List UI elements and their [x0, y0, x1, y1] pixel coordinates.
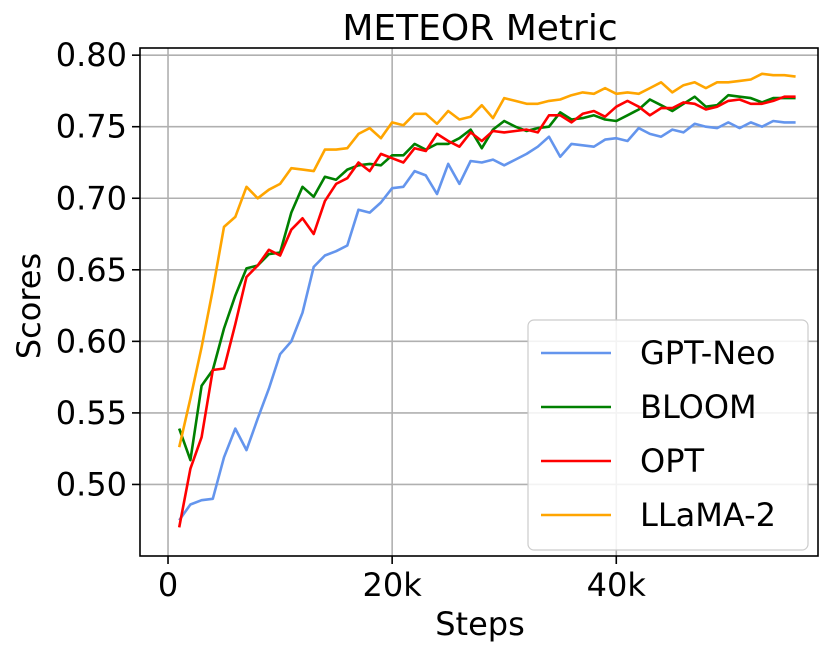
axes-frame: [139, 47, 819, 557]
legend: GPT-Neo BLOOM OPT LLaMA-2: [527, 319, 809, 551]
x-axis-label: Steps: [435, 605, 525, 643]
y-tick-label: 0.60: [56, 322, 127, 360]
legend-box: [527, 319, 809, 551]
legend-label: OPT: [640, 442, 704, 480]
x-tick-label: 40k: [587, 566, 647, 604]
series-line-gpt-neo: [178, 119, 796, 521]
y-axis: 0.50 0.55 0.60 0.65 0.70 0.75 0.80: [56, 36, 140, 503]
y-tick-label: 0.50: [56, 465, 127, 503]
legend-label: GPT-Neo: [640, 334, 775, 372]
y-tick-label: 0.75: [56, 108, 127, 146]
series-layer: [177, 72, 796, 528]
y-tick-label: 0.55: [56, 394, 127, 432]
y-tick-label: 0.80: [56, 36, 127, 74]
legend-label: LLaMA-2: [640, 496, 776, 534]
y-axis-label: Scores: [10, 253, 48, 359]
y-tick-label: 0.70: [56, 179, 127, 217]
y-tick-label: 0.65: [56, 251, 127, 289]
legend-label: BLOOM: [640, 388, 757, 426]
chart-title: METEOR Metric: [342, 8, 617, 49]
x-tick-label: 0: [158, 566, 178, 604]
series-line-llama-2: [177, 72, 796, 448]
series-line-bloom: [177, 93, 796, 462]
x-axis: 0 20k 40k: [158, 556, 647, 604]
x-tick-label: 20k: [363, 566, 423, 604]
series-line-opt: [177, 95, 796, 528]
